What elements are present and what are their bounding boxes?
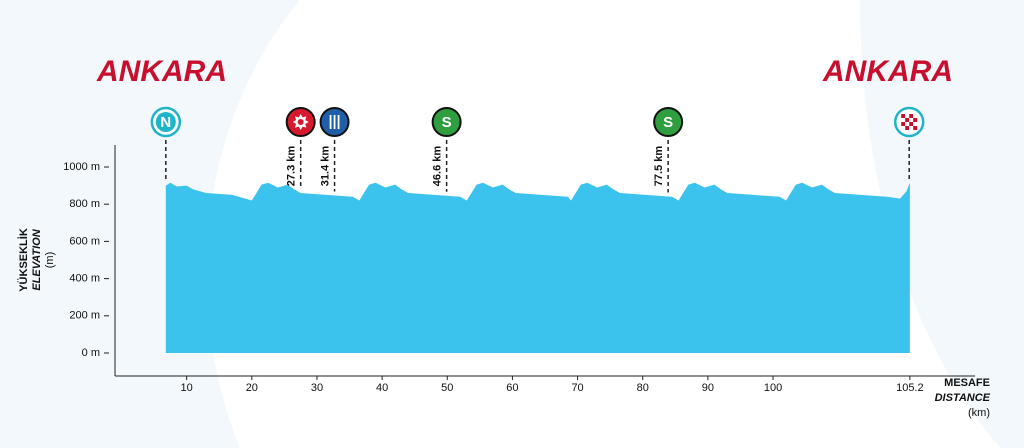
x-tick-label: 20 <box>246 382 258 394</box>
icon-fill <box>431 107 462 137</box>
flag-cell <box>913 114 918 118</box>
y-tick-label: 0 m <box>82 347 100 359</box>
x-tick-label: 90 <box>702 382 714 394</box>
y-tick-label: 200 m <box>69 310 100 322</box>
marker-icon <box>319 107 350 137</box>
x-tick-label: 40 <box>376 382 388 394</box>
flag-cell <box>913 118 918 122</box>
flag-cell <box>901 122 906 126</box>
marker-icon: N <box>150 106 182 138</box>
start-city: ANKARA <box>96 55 227 88</box>
y-tick-label: 600 m <box>69 235 100 247</box>
marker-km: 31.4 km <box>319 146 331 187</box>
marker-icon <box>285 107 316 137</box>
x-tick-label: 50 <box>441 382 453 394</box>
marker-letter: S <box>663 114 673 131</box>
x-tick-label: 60 <box>506 382 518 394</box>
y-label: YÜKSEKLİK <box>17 228 30 292</box>
y-tick-label: 800 m <box>69 198 100 210</box>
marker-km: 27.3 km <box>286 146 298 187</box>
y-axis-title: YÜKSEKLİK ELEVATION (m) <box>17 228 56 292</box>
marker-letter: N <box>160 114 171 131</box>
background-swoosh <box>0 0 300 448</box>
x-tick-label: 70 <box>571 382 583 394</box>
y-tick-label: 1000 m <box>63 161 100 173</box>
x-tick-label: 80 <box>637 382 649 394</box>
x-tick-label: 105.2 <box>896 382 924 394</box>
flag-cell <box>905 114 910 118</box>
flag-cell <box>913 122 918 126</box>
flag-cell <box>905 118 910 122</box>
finish-city: ANKARA <box>822 55 953 88</box>
marker-km: 46.6 km <box>432 146 444 187</box>
x-tick-label: 30 <box>311 382 323 394</box>
x-label: DISTANCE <box>935 392 991 404</box>
icon-fill <box>155 112 176 132</box>
marker-icon: S <box>653 107 684 137</box>
x-label: (km) <box>968 407 990 419</box>
marker-icon: S <box>431 107 462 137</box>
y-label: ELEVATION <box>31 228 43 290</box>
flag-cell <box>913 126 918 130</box>
y-label: (m) <box>44 252 56 269</box>
gear-hole <box>297 119 304 125</box>
elevation-area <box>165 182 910 353</box>
flag-cell <box>901 118 906 122</box>
flag-cell <box>905 126 910 130</box>
flag-cell <box>905 122 910 126</box>
flag-cell <box>909 126 914 130</box>
marker-letter: S <box>442 114 452 131</box>
x-tick-label: 10 <box>181 382 193 394</box>
flag-cell <box>901 114 906 118</box>
y-tick-label: 400 m <box>69 273 100 285</box>
marker-icon <box>893 106 925 138</box>
icon-fill <box>653 107 684 137</box>
flag-cell <box>909 122 914 126</box>
x-tick-label: 100 <box>764 382 782 394</box>
marker-km: 77.5 km <box>653 146 665 187</box>
flag-cell <box>909 118 914 122</box>
flag-cell <box>909 114 914 118</box>
flag-cell <box>901 126 906 130</box>
x-label: MESAFE <box>944 377 990 389</box>
